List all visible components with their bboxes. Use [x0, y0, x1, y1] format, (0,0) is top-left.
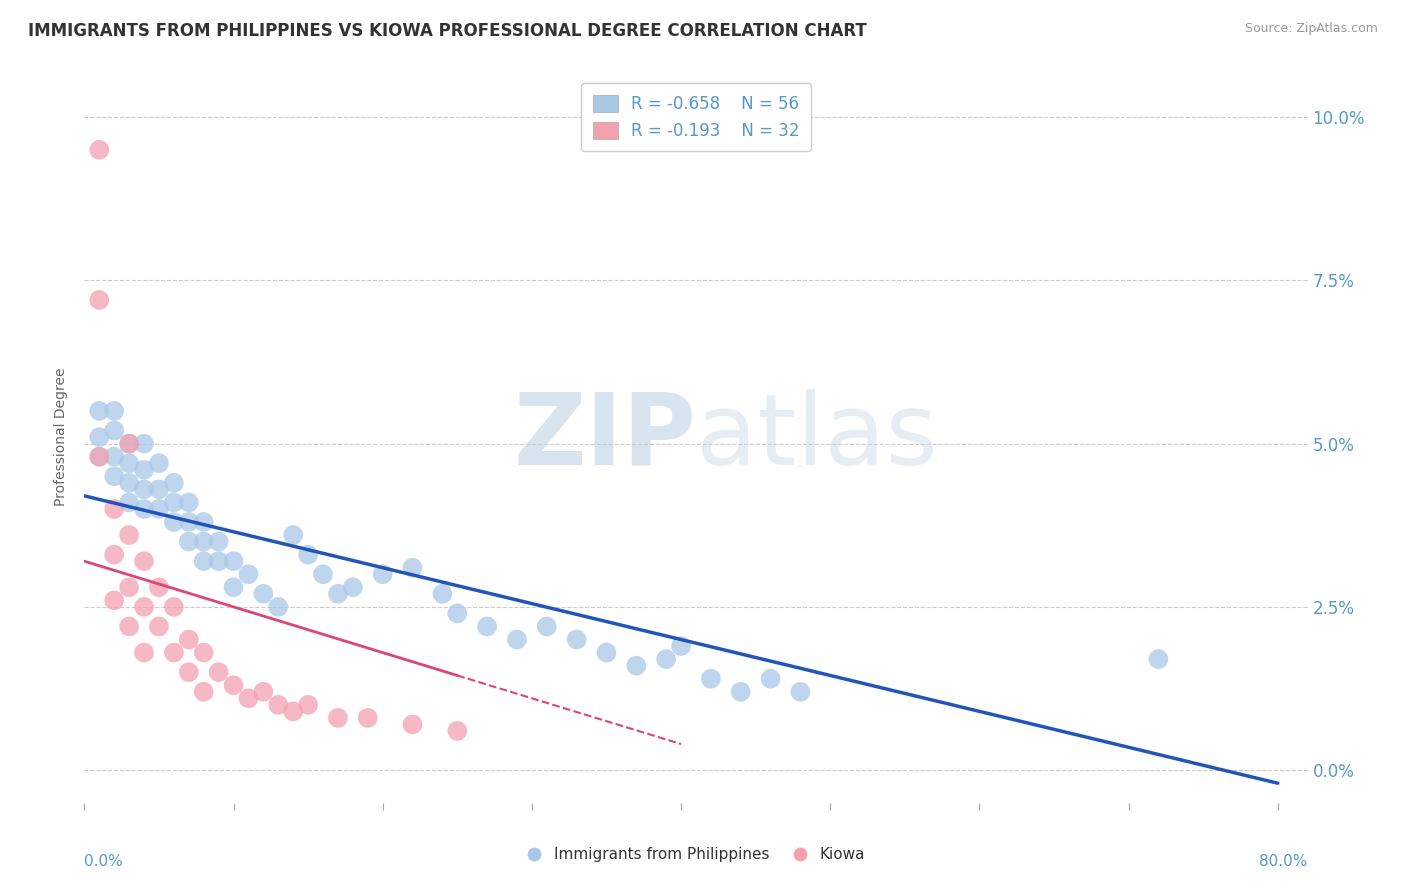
Point [103, 404, 125, 418]
Point [163, 495, 186, 509]
Point [297, 698, 319, 712]
Point [148, 456, 170, 470]
Point [326, 587, 349, 601]
Point [730, 685, 752, 699]
Point [238, 691, 260, 706]
Point [267, 698, 290, 712]
Point [163, 515, 186, 529]
Point [89, 430, 111, 444]
Point [103, 469, 125, 483]
Point [565, 632, 588, 647]
Point [207, 534, 229, 549]
Point [252, 685, 274, 699]
Point [401, 560, 423, 574]
Point [222, 554, 245, 568]
Legend: Immigrants from Philippines, Kiowa: Immigrants from Philippines, Kiowa [520, 841, 872, 868]
Point [312, 567, 335, 582]
Text: 80.0%: 80.0% [1260, 854, 1308, 869]
Point [132, 599, 155, 614]
Point [103, 548, 125, 562]
Point [222, 580, 245, 594]
Point [103, 424, 125, 438]
Point [118, 436, 141, 450]
Point [759, 672, 782, 686]
Point [193, 646, 215, 660]
Point [1147, 652, 1170, 666]
Point [89, 143, 111, 157]
Point [506, 632, 529, 647]
Point [595, 646, 617, 660]
Point [89, 293, 111, 307]
Point [536, 619, 558, 633]
Point [222, 678, 245, 692]
Point [207, 554, 229, 568]
Point [700, 672, 723, 686]
Point [177, 632, 200, 647]
Point [148, 580, 170, 594]
Point [326, 711, 349, 725]
Point [252, 587, 274, 601]
Point [163, 646, 186, 660]
Point [446, 723, 468, 738]
Text: atlas: atlas [696, 389, 938, 485]
Point [401, 717, 423, 731]
Point [118, 619, 141, 633]
Point [118, 528, 141, 542]
Point [283, 705, 305, 719]
Point [655, 652, 678, 666]
Point [132, 463, 155, 477]
Point [132, 646, 155, 660]
Point [238, 567, 260, 582]
Point [103, 593, 125, 607]
Text: IMMIGRANTS FROM PHILIPPINES VS KIOWA PROFESSIONAL DEGREE CORRELATION CHART: IMMIGRANTS FROM PHILIPPINES VS KIOWA PRO… [28, 22, 868, 40]
Point [163, 475, 186, 490]
Point [89, 450, 111, 464]
Point [177, 495, 200, 509]
Point [207, 665, 229, 680]
Point [789, 685, 811, 699]
Point [177, 515, 200, 529]
Point [357, 711, 380, 725]
Point [118, 495, 141, 509]
Point [297, 548, 319, 562]
Text: Source: ZipAtlas.com: Source: ZipAtlas.com [1244, 22, 1378, 36]
Point [103, 502, 125, 516]
Point [267, 599, 290, 614]
Point [163, 599, 186, 614]
Point [118, 436, 141, 450]
Point [432, 587, 454, 601]
Point [626, 658, 648, 673]
Point [342, 580, 364, 594]
Point [193, 554, 215, 568]
Point [669, 639, 692, 653]
Point [371, 567, 394, 582]
Text: 0.0%: 0.0% [84, 854, 124, 869]
Point [148, 619, 170, 633]
Point [193, 534, 215, 549]
Y-axis label: Professional Degree: Professional Degree [55, 368, 69, 507]
Point [89, 404, 111, 418]
Point [148, 502, 170, 516]
Point [118, 475, 141, 490]
Point [132, 436, 155, 450]
Point [132, 483, 155, 497]
Point [283, 528, 305, 542]
Text: ZIP: ZIP [513, 389, 696, 485]
Point [132, 502, 155, 516]
Point [193, 515, 215, 529]
Point [118, 580, 141, 594]
Point [132, 554, 155, 568]
Point [475, 619, 498, 633]
Point [148, 483, 170, 497]
Point [118, 456, 141, 470]
Point [446, 607, 468, 621]
Point [177, 534, 200, 549]
Point [193, 685, 215, 699]
Point [89, 450, 111, 464]
Point [103, 450, 125, 464]
Point [177, 665, 200, 680]
